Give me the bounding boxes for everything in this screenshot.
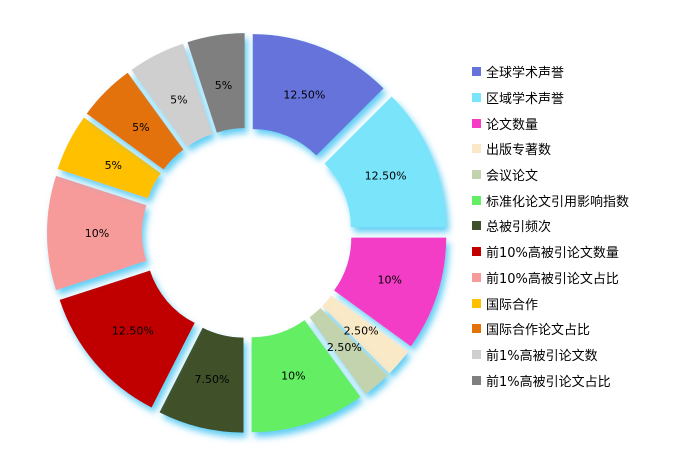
slice-13	[187, 33, 245, 133]
legend-swatch	[472, 349, 481, 359]
legend-swatch	[472, 221, 481, 231]
legend-item-6: 标准化论文引用影响指数	[472, 187, 629, 213]
slice-label-4: 2.50%	[344, 324, 379, 337]
slice-2	[324, 96, 446, 228]
slice-label-6: 10%	[281, 370, 305, 383]
slice-12	[131, 43, 213, 147]
legend-item-3: 论文数量	[472, 110, 629, 136]
legend-item-13: 前1%高被引论文占比	[472, 367, 629, 393]
legend-item-8: 前10%高被引论文数量	[472, 239, 629, 265]
legend-label: 总被引频次	[486, 220, 552, 236]
slice-label-11: 5%	[132, 121, 149, 134]
legend-swatch	[472, 144, 481, 154]
legend-swatch	[472, 93, 481, 103]
slice-7	[159, 327, 244, 433]
legend-swatch	[472, 324, 481, 334]
legend-label: 论文数量	[486, 117, 539, 133]
slice-5	[309, 308, 388, 395]
slice-6	[251, 320, 361, 433]
legend-item-7: 总被引频次	[472, 213, 629, 239]
slice-label-8: 12.50%	[112, 324, 154, 337]
legend: 全球学术声誉 区域学术声誉 论文数量出版专著数会议论文标准化论文引用影响指数 总被引频…	[472, 59, 629, 393]
donut-slices	[46, 33, 447, 433]
legend-label: 国际合作	[486, 297, 539, 313]
legend-swatch	[472, 118, 481, 128]
legend-label: 前10%高被引论文占比	[486, 271, 619, 287]
legend-label: 区域学术声誉	[486, 92, 565, 108]
slice-label-5: 2.50%	[327, 341, 362, 354]
legend-swatch	[472, 247, 481, 257]
legend-item-1: 全球学术声誉	[472, 59, 629, 85]
slice-labels: 12.50% 12.50% 10% 2.50% 2.50% 10% 7.50% 12.50% 1…	[85, 79, 407, 386]
legend-swatch	[472, 375, 481, 385]
legend-label: 会议论文	[486, 169, 539, 185]
legend-label: 国际合作论文占比	[486, 323, 591, 339]
slice-label-7: 7.50%	[195, 373, 230, 386]
legend-item-2: 区域学术声誉	[472, 85, 629, 111]
slice-label-2: 12.50%	[365, 170, 407, 183]
slice-1	[252, 34, 384, 156]
slice-label-12: 5%	[170, 93, 187, 106]
legend-label: 前1%高被引论文占比	[486, 374, 611, 390]
legend-swatch	[472, 67, 481, 77]
slice-label-1: 12.50%	[283, 88, 325, 101]
slice-label-3: 10%	[377, 273, 401, 286]
legend-swatch	[472, 272, 481, 282]
legend-swatch	[472, 170, 481, 180]
legend-item-10: 国际合作	[472, 290, 629, 316]
slice-label-9: 10%	[85, 227, 109, 240]
legend-label: 全球学术声誉	[486, 66, 565, 82]
legend-label: 标准化论文引用影响指数	[486, 194, 630, 210]
slice-10	[57, 117, 161, 199]
legend-label: 出版专著数	[486, 143, 552, 159]
legend-item-11: 国际合作论文占比	[472, 316, 629, 342]
legend-label: 前1%高被引论文数	[486, 348, 598, 364]
slice-8	[59, 270, 195, 408]
legend-label: 前10%高被引论文数量	[486, 246, 619, 262]
legend-swatch	[472, 195, 481, 205]
legend-item-9: 前10%高被引论文占比	[472, 265, 629, 291]
legend-swatch	[472, 298, 481, 308]
slice-label-10: 5%	[105, 159, 122, 172]
slice-3	[334, 237, 447, 347]
slice-9	[46, 175, 147, 291]
legend-item-4: 出版专著数	[472, 136, 629, 162]
legend-item-12: 前1%高被引论文数	[472, 342, 629, 368]
slice-11	[86, 72, 184, 170]
slice-label-13: 5%	[215, 79, 232, 92]
slice-4	[322, 295, 409, 374]
legend-item-5: 会议论文	[472, 162, 629, 188]
